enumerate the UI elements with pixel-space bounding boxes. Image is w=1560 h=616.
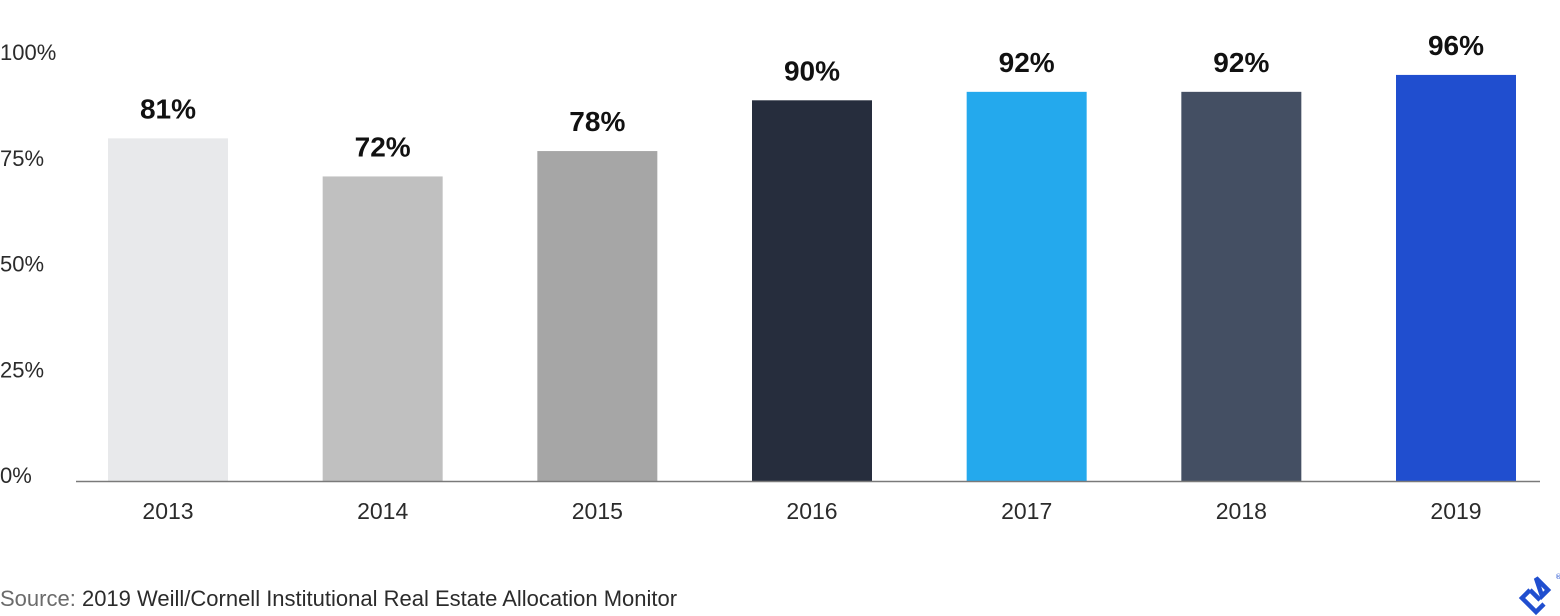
- y-axis-tick-labels: 0% 25% 50% 75% 100%: [0, 40, 56, 488]
- data-label-2019: 96%: [1428, 30, 1484, 61]
- x-tick-label-2018: 2018: [1216, 498, 1267, 524]
- x-axis-tick-labels: 2013 2014 2015 2016 2017 2018 2019: [142, 498, 1481, 524]
- data-label-2015: 78%: [569, 106, 625, 137]
- source-text: 2019 Weill/Cornell Institutional Real Es…: [81, 586, 678, 611]
- bars: [108, 74, 1516, 482]
- data-label-2013: 81%: [140, 93, 196, 124]
- bar-2018: [1181, 91, 1302, 481]
- x-tick-label-2015: 2015: [572, 498, 623, 524]
- x-tick-label-2013: 2013: [142, 498, 193, 524]
- data-label-2018: 92%: [1213, 47, 1269, 78]
- bar-2019: [1396, 74, 1516, 482]
- x-tick-label-2014: 2014: [357, 498, 408, 524]
- svg-text:®: ®: [1555, 573, 1560, 581]
- source-prefix: Source:: [0, 586, 76, 611]
- y-tick-label: 75%: [0, 146, 44, 171]
- bar-2013: [108, 138, 228, 481]
- y-tick-label: 100%: [0, 40, 56, 65]
- bar-2014: [322, 176, 443, 481]
- data-labels: 81% 72% 78% 90% 92% 92% 96%: [140, 30, 1484, 163]
- data-label-2014: 72%: [355, 131, 411, 162]
- brand-logo-icon: ®: [1518, 573, 1560, 616]
- data-label-2017: 92%: [999, 47, 1055, 78]
- bar-2015: [537, 151, 658, 481]
- x-tick-label-2016: 2016: [786, 498, 837, 524]
- source-note: Source: 2019 Weill/Cornell Institutional…: [0, 586, 677, 612]
- y-tick-label: 25%: [0, 357, 44, 382]
- x-tick-label-2017: 2017: [1001, 498, 1052, 524]
- bar-2017: [966, 91, 1087, 481]
- y-tick-label: 0%: [0, 463, 32, 488]
- y-tick-label: 50%: [0, 252, 44, 277]
- bar-2016: [752, 100, 872, 482]
- bar-chart: 0% 25% 50% 75% 100% 81% 72% 78% 90% 92% 92% 96% 20…: [0, 30, 1540, 524]
- data-label-2016: 90%: [784, 55, 840, 86]
- x-tick-label-2019: 2019: [1430, 498, 1481, 524]
